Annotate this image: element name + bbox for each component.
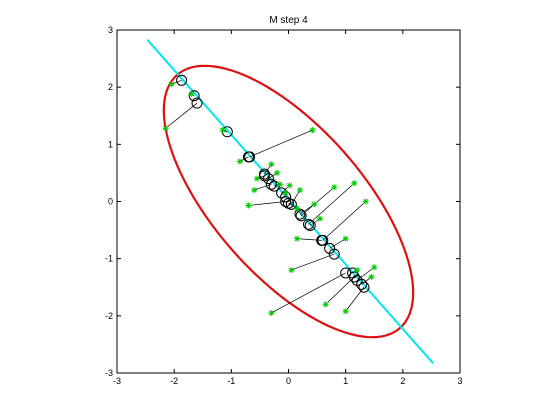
projected-point [316, 234, 328, 246]
projection-line [165, 102, 198, 129]
projected-point [356, 278, 368, 290]
projection-line [249, 129, 313, 158]
projection-line [248, 201, 286, 206]
data-point [219, 127, 226, 134]
projection-line [299, 204, 315, 215]
y-tick-label: 3 [108, 25, 113, 35]
x-tick-label: -3 [113, 376, 121, 386]
y-tick-label: -2 [105, 311, 113, 321]
data-point [254, 175, 261, 182]
x-tick-label: 0 [286, 376, 291, 386]
covariance-ellipse [162, 64, 415, 339]
projected-point [295, 210, 307, 222]
covariance-ellipse-group [162, 64, 415, 339]
data-point [288, 267, 295, 274]
data-point [322, 301, 329, 308]
projection-line [291, 189, 301, 205]
x-tick-label: 3 [457, 376, 462, 386]
data-point [351, 180, 358, 187]
data-point [251, 187, 258, 194]
projected-point [191, 97, 203, 109]
data-point [276, 181, 283, 188]
y-tick-label: 0 [108, 197, 113, 207]
projection-line [300, 186, 335, 217]
projected-point [280, 196, 292, 207]
projection-line [171, 79, 182, 85]
projected-point [265, 178, 277, 190]
data-point [188, 91, 195, 98]
data-point [294, 205, 301, 212]
projection-line [254, 184, 272, 191]
projected-point [358, 281, 370, 293]
projection-line [329, 238, 346, 249]
y-tick-label: 1 [108, 139, 113, 149]
data-point [316, 215, 323, 222]
x-tick-label: 1 [343, 376, 348, 386]
data-point [268, 309, 275, 316]
data-point [282, 189, 289, 196]
data-point [268, 161, 275, 168]
projected-point [328, 248, 340, 260]
data-point [294, 235, 301, 242]
y-tick-label: -3 [105, 368, 113, 378]
data-point [342, 308, 349, 315]
projected-point [303, 218, 315, 230]
data-point [354, 267, 361, 274]
data-point [331, 184, 338, 191]
x-tick-label: -2 [170, 376, 178, 386]
projected-point [304, 220, 316, 232]
chart-title: M step 4 [269, 15, 308, 26]
projection-line [291, 253, 335, 271]
y-tick-label: -1 [105, 254, 113, 264]
projection-line [325, 276, 355, 305]
projected-point [294, 208, 306, 220]
projected-point [283, 197, 294, 209]
projected-point [242, 151, 254, 163]
projection-line [271, 272, 346, 314]
projection-line [322, 201, 366, 241]
projected-point [176, 74, 188, 86]
projected-point [268, 180, 280, 192]
data-points-group [162, 81, 378, 316]
x-tick-label: 2 [400, 376, 405, 386]
data-point [309, 127, 316, 134]
data-point [168, 81, 175, 88]
axis-ticks: -3 -2 -1 0 1 2 3 -3 -2 -1 0 1 2 3 [105, 25, 463, 386]
data-point [162, 125, 169, 132]
y-tick-label: 2 [108, 82, 113, 92]
projection-line [308, 182, 355, 225]
data-point [342, 235, 349, 242]
data-point [296, 187, 303, 194]
data-point [362, 198, 369, 205]
projected-point [340, 267, 352, 279]
data-point [286, 182, 293, 189]
projection-line [356, 266, 375, 281]
data-point [368, 273, 375, 280]
data-point [371, 264, 378, 271]
data-point [236, 158, 243, 165]
data-point [245, 202, 252, 209]
projected-point [262, 173, 274, 185]
data-point [311, 201, 318, 208]
x-tick-label: -1 [227, 376, 235, 386]
data-point [274, 169, 281, 176]
